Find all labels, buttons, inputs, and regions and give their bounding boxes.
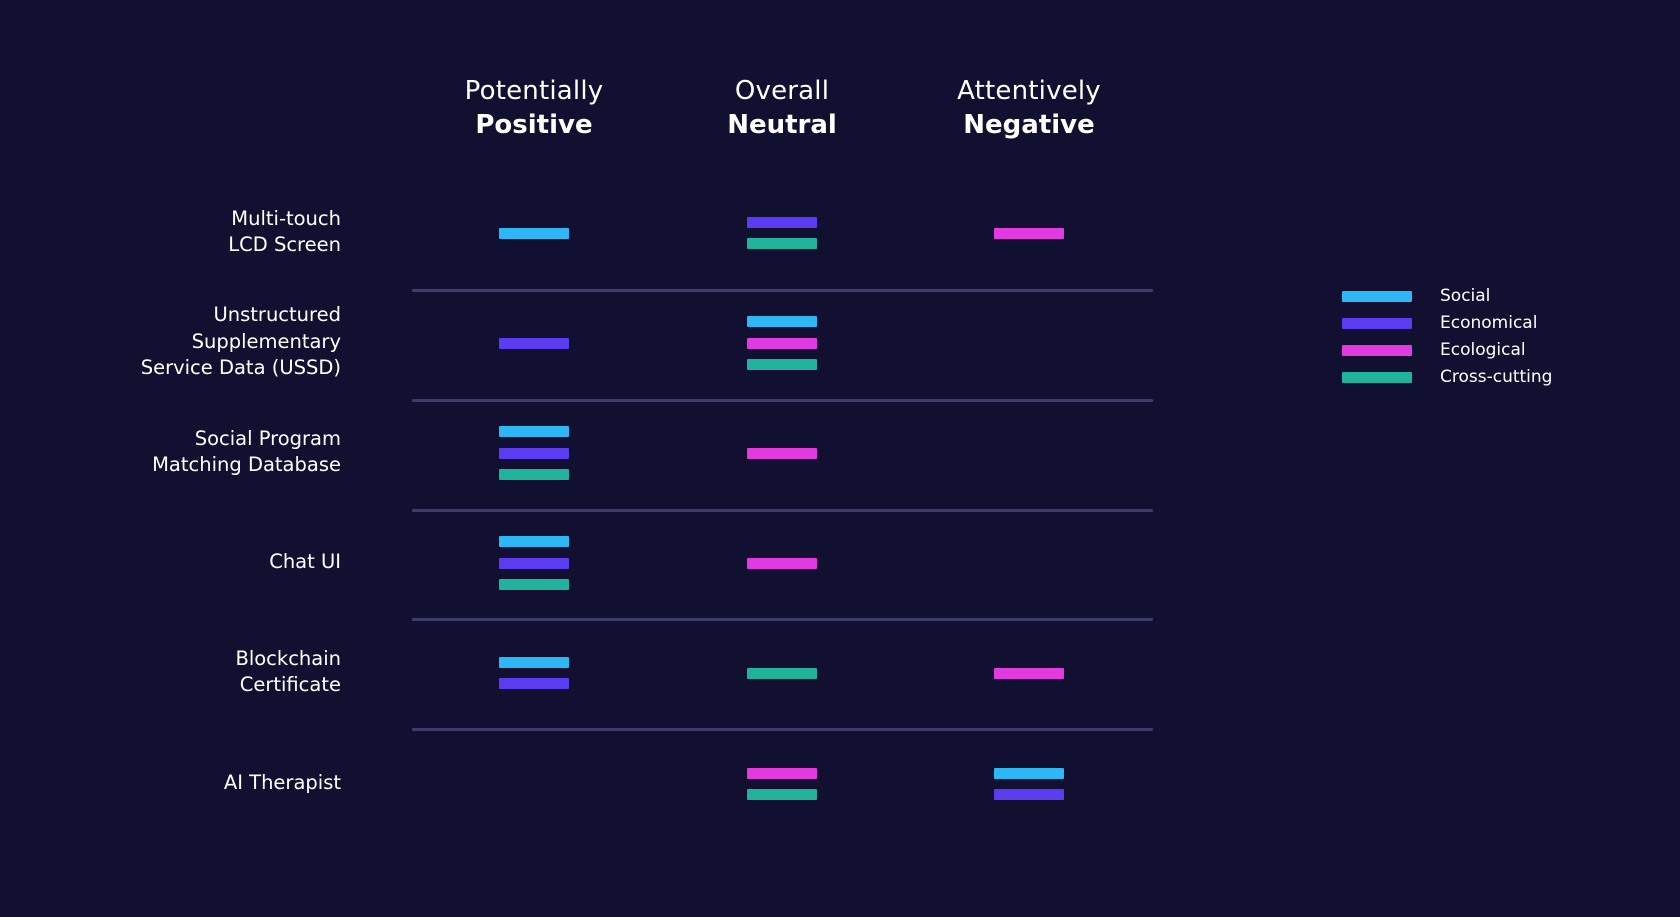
mark-social-positive bbox=[499, 426, 569, 437]
mark-social-positive bbox=[499, 656, 569, 668]
column-header-qualifier: Potentially bbox=[464, 76, 604, 106]
mark-ecological-neutral bbox=[747, 557, 817, 569]
row-divider bbox=[412, 728, 1153, 731]
row-divider bbox=[412, 399, 1153, 402]
row-label: Unstructured Supplementary Service Data … bbox=[140, 303, 341, 380]
column-header-positive: Potentially Positive bbox=[414, 74, 654, 142]
legend-swatch bbox=[1342, 345, 1412, 356]
column-header-title: Positive bbox=[475, 110, 593, 140]
mark-ecological-negative bbox=[994, 227, 1064, 239]
mark-economical-positive bbox=[499, 447, 569, 459]
row-label: Social Program Matching Database bbox=[152, 426, 341, 477]
legend-label: Social bbox=[1440, 286, 1491, 306]
mark-economical-neutral bbox=[747, 216, 817, 228]
mark-economical-positive bbox=[499, 557, 569, 569]
mark-ecological-neutral bbox=[747, 337, 817, 349]
mark-social-positive bbox=[499, 536, 569, 547]
column-header-qualifier: Attentively bbox=[957, 76, 1101, 106]
mark-ecological-neutral bbox=[747, 447, 817, 459]
row-label: Chat UI bbox=[269, 549, 341, 573]
mark-cross-neutral bbox=[747, 238, 817, 250]
row-divider bbox=[412, 289, 1153, 292]
legend-label: Ecological bbox=[1440, 340, 1526, 360]
mark-cross-neutral bbox=[747, 359, 817, 370]
column-header-qualifier: Overall bbox=[734, 76, 830, 106]
mark-social-neutral bbox=[747, 316, 817, 327]
mark-cross-neutral bbox=[747, 667, 817, 679]
legend-swatch bbox=[1342, 372, 1412, 383]
column-header-neutral: Overall Neutral bbox=[662, 74, 902, 142]
column-header-title: Neutral bbox=[727, 110, 837, 140]
mark-social-positive bbox=[499, 227, 569, 239]
mark-social-negative bbox=[994, 767, 1064, 779]
mark-economical-positive bbox=[499, 678, 569, 690]
mark-economical-negative bbox=[994, 789, 1064, 801]
legend-label: Cross-cutting bbox=[1440, 367, 1553, 387]
column-header-negative: Attentively Negative bbox=[909, 74, 1149, 142]
mark-ecological-negative bbox=[994, 667, 1064, 679]
mark-cross-neutral bbox=[747, 789, 817, 801]
row-label: Blockchain Certificate bbox=[235, 646, 341, 697]
column-header-title: Negative bbox=[963, 110, 1095, 140]
mark-cross-positive bbox=[499, 469, 569, 480]
mark-cross-positive bbox=[499, 579, 569, 590]
legend-swatch bbox=[1342, 291, 1412, 302]
row-label: Multi-touch LCD Screen bbox=[228, 206, 341, 257]
mark-ecological-neutral bbox=[747, 767, 817, 779]
legend-swatch bbox=[1342, 318, 1412, 329]
legend-label: Economical bbox=[1440, 313, 1538, 333]
row-divider bbox=[412, 509, 1153, 512]
mark-economical-positive bbox=[499, 337, 569, 349]
row-label: AI Therapist bbox=[223, 770, 341, 794]
row-divider bbox=[412, 618, 1153, 621]
